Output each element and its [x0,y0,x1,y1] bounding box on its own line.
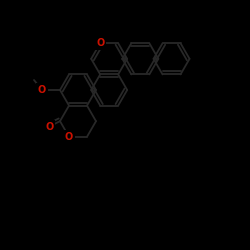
Text: O: O [96,38,104,48]
Text: O: O [45,122,53,132]
Text: O: O [65,132,73,142]
Text: O: O [38,85,46,95]
